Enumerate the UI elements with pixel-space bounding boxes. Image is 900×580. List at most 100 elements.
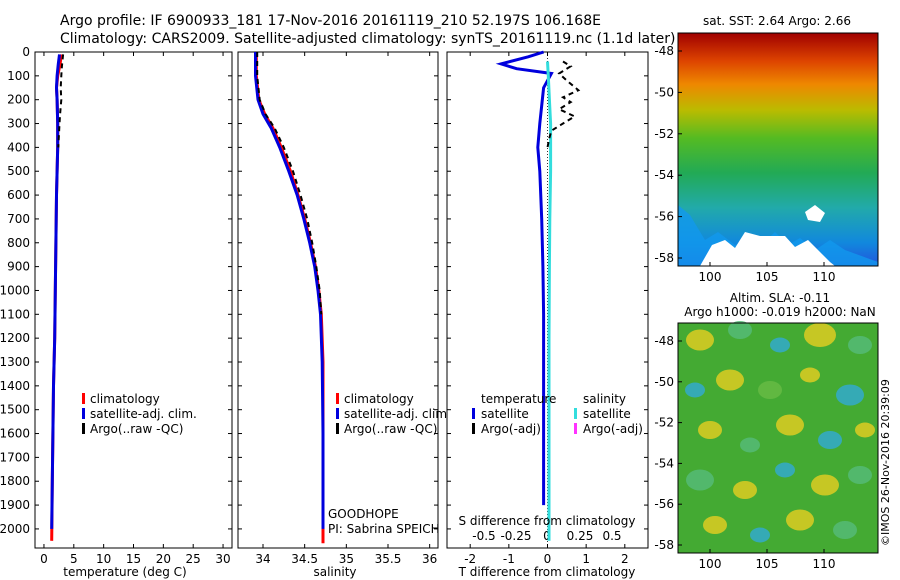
x2-tick-label: 0.5 xyxy=(602,529,621,543)
series-satellite-adj-clim xyxy=(50,54,61,529)
legend-label-temp-satellite: satellite xyxy=(481,407,529,421)
x-tick-label: -2 xyxy=(464,552,476,566)
map-x-tick-label: 100 xyxy=(699,557,722,571)
y-tick-label: 500 xyxy=(7,164,30,178)
x2-tick-label: -0.5 xyxy=(472,529,495,543)
legend-swatch-satellite xyxy=(82,408,85,419)
float-pi: PI: Sabrina SPEICH xyxy=(328,522,440,536)
x-tick-label: -1 xyxy=(503,552,515,566)
sla-blob xyxy=(855,422,875,438)
legend-swatch-satellite xyxy=(336,408,339,419)
legend-swatch-sal-argo xyxy=(574,423,577,434)
map-y-tick-label: -54 xyxy=(654,456,674,470)
map-y-tick-label: -50 xyxy=(654,85,674,99)
x-tick-label: 25 xyxy=(186,552,201,566)
y-tick-label: 1400 xyxy=(0,379,30,393)
map-y-tick-label: -48 xyxy=(654,44,674,58)
y-tick-label: 1600 xyxy=(0,427,30,441)
legend-label-climatology: climatology xyxy=(90,392,160,406)
copyright-footer: ©IMOS 26-Nov-2016 20:39:09 xyxy=(879,379,892,546)
x-tick-label: 15 xyxy=(126,552,141,566)
legend-label-temp-argo: Argo(-adj) xyxy=(481,422,541,436)
y-tick-label: 1800 xyxy=(0,474,30,488)
salinity-axes-box xyxy=(237,51,439,549)
y-tick-label: 1900 xyxy=(0,498,30,512)
x2-tick-label: -0.25 xyxy=(500,529,531,543)
map-y-tick-label: -58 xyxy=(654,251,674,265)
sla-blob xyxy=(716,369,744,391)
series-temperature-satellite xyxy=(495,50,554,506)
y-tick-label: 100 xyxy=(7,69,30,83)
sla-blob xyxy=(836,384,864,406)
salinity-legend: climatology satellite-adj. clim. Argo(..… xyxy=(336,392,451,436)
series-argo xyxy=(256,52,323,315)
sst-cloud-mask xyxy=(805,205,825,222)
salinity-xlabel: salinity xyxy=(313,565,356,579)
difference-xlabel: T difference from climatology xyxy=(458,565,636,579)
y-tick-label: 400 xyxy=(7,140,30,154)
legend-label-argo: Argo(..raw -QC) xyxy=(90,422,183,436)
legend-swatch-climatology xyxy=(336,393,339,404)
map-y-tick-label: -48 xyxy=(654,334,674,348)
y-tick-label: 1300 xyxy=(0,355,30,369)
x2-tick-label: 0 xyxy=(543,529,551,543)
sla-blob xyxy=(775,462,795,478)
map-x-tick-label: 110 xyxy=(813,270,836,284)
sst-land-mask xyxy=(700,232,835,266)
y-tick-label: 200 xyxy=(7,93,30,107)
sla-blob xyxy=(811,474,839,496)
series-argo-adj xyxy=(546,60,581,148)
temperature-xlabel: temperature (deg C) xyxy=(63,565,186,579)
x-tick-label: 10 xyxy=(96,552,111,566)
map-y-tick-label: -56 xyxy=(654,210,674,224)
sla-blob xyxy=(686,469,714,491)
title-line1: Argo profile: IF 6900933_181 17-Nov-2016… xyxy=(60,13,601,29)
y-tick-label: 1200 xyxy=(0,331,30,345)
difference-legend: temperature satellite Argo(-adj) salinit… xyxy=(472,392,643,436)
legend-label-satellite: satellite-adj. clim. xyxy=(90,407,197,421)
sla-map-title-line2: Argo h1000: -0.019 h2000: NaN xyxy=(684,305,876,319)
map-y-tick-label: -58 xyxy=(654,538,674,552)
y-tick-label: 1700 xyxy=(0,450,30,464)
sla-blob xyxy=(786,509,814,531)
sst-map-panel: sat. SST: 2.64 Argo: 2.66 -48 -50 -52 -54 -5… xyxy=(654,14,879,284)
x-tick-label: 35.5 xyxy=(375,552,402,566)
map-x-tick-label: 100 xyxy=(699,270,722,284)
sla-blob xyxy=(804,323,836,347)
legend-swatch-argo xyxy=(82,423,85,434)
sst-map-field xyxy=(678,33,878,266)
y-tick-label: 1500 xyxy=(0,403,30,417)
y-tick-label: 600 xyxy=(7,188,30,202)
series-salinity-satellite xyxy=(546,61,553,541)
x-tick-label: 30 xyxy=(215,552,230,566)
map-y-tick-label: -56 xyxy=(654,497,674,511)
map-x-tick-label: 110 xyxy=(813,557,836,571)
series-satellite-adj-clim xyxy=(254,52,325,529)
sla-blob xyxy=(776,414,804,436)
map-y-tick-label: -50 xyxy=(654,375,674,389)
y-tick-label: 1100 xyxy=(0,307,30,321)
legend-swatch-temp-satellite xyxy=(472,408,475,419)
sla-blob xyxy=(740,437,760,453)
x-tick-label: 1 xyxy=(582,552,590,566)
float-project: GOODHOPE xyxy=(328,507,399,521)
sla-map-frame xyxy=(677,322,879,554)
sla-blob xyxy=(848,336,872,354)
sla-blob xyxy=(728,321,752,339)
x-tick-label: 0 xyxy=(544,552,552,566)
sla-blob xyxy=(758,381,782,399)
sla-blob xyxy=(800,367,820,383)
legend-heading-temperature: temperature xyxy=(481,392,556,406)
title-line2: Climatology: CARS2009. Satellite-adjuste… xyxy=(60,31,676,47)
legend-label-climatology: climatology xyxy=(344,392,414,406)
y-tick-label: 700 xyxy=(7,212,30,226)
legend-swatch-temp-argo xyxy=(472,423,475,434)
sla-blob xyxy=(818,431,842,449)
y-tick-label: 0 xyxy=(22,45,30,59)
sla-blob xyxy=(733,481,757,499)
sla-blob xyxy=(703,516,727,534)
difference-x2label: S difference from climatology xyxy=(459,514,636,528)
map-x-tick-label: 105 xyxy=(756,557,779,571)
x-tick-label: 2 xyxy=(621,552,629,566)
